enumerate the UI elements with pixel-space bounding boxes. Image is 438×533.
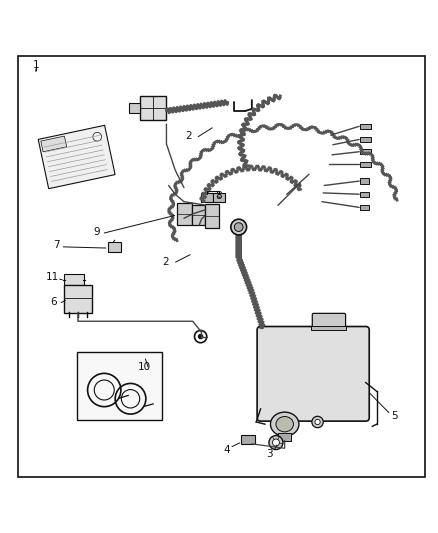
FancyBboxPatch shape [64, 285, 92, 313]
Text: 4: 4 [223, 446, 230, 456]
Polygon shape [38, 125, 115, 189]
Circle shape [231, 219, 247, 235]
Text: 2: 2 [185, 131, 192, 141]
Circle shape [312, 416, 323, 427]
Text: 1: 1 [32, 60, 39, 70]
FancyBboxPatch shape [213, 193, 225, 202]
FancyBboxPatch shape [177, 204, 192, 225]
FancyBboxPatch shape [108, 242, 121, 253]
FancyBboxPatch shape [241, 435, 255, 445]
Text: 10: 10 [138, 362, 151, 372]
Polygon shape [360, 191, 369, 197]
Polygon shape [360, 149, 371, 155]
Text: 5: 5 [391, 411, 398, 421]
Text: 8: 8 [215, 191, 223, 201]
Text: 9: 9 [93, 228, 100, 237]
Polygon shape [360, 137, 371, 142]
Ellipse shape [276, 416, 293, 432]
FancyBboxPatch shape [311, 326, 346, 330]
FancyBboxPatch shape [257, 327, 369, 421]
Circle shape [198, 334, 203, 339]
FancyBboxPatch shape [192, 205, 205, 225]
FancyBboxPatch shape [64, 274, 84, 285]
Text: 11: 11 [46, 272, 59, 282]
Circle shape [269, 435, 283, 449]
Text: 2: 2 [162, 257, 169, 267]
Text: 3: 3 [266, 449, 273, 458]
Circle shape [315, 419, 320, 425]
Polygon shape [360, 179, 369, 184]
FancyBboxPatch shape [205, 204, 219, 228]
Circle shape [272, 439, 279, 446]
FancyBboxPatch shape [312, 313, 346, 329]
Polygon shape [360, 124, 371, 129]
FancyBboxPatch shape [201, 193, 213, 202]
FancyBboxPatch shape [129, 103, 140, 112]
Circle shape [234, 223, 243, 231]
Polygon shape [360, 205, 369, 210]
Polygon shape [41, 136, 67, 152]
Ellipse shape [270, 412, 299, 436]
Text: 6: 6 [50, 297, 57, 308]
Bar [77, 352, 162, 420]
FancyBboxPatch shape [278, 432, 291, 441]
Text: 7: 7 [53, 240, 60, 251]
FancyBboxPatch shape [140, 96, 166, 120]
Polygon shape [360, 162, 371, 167]
